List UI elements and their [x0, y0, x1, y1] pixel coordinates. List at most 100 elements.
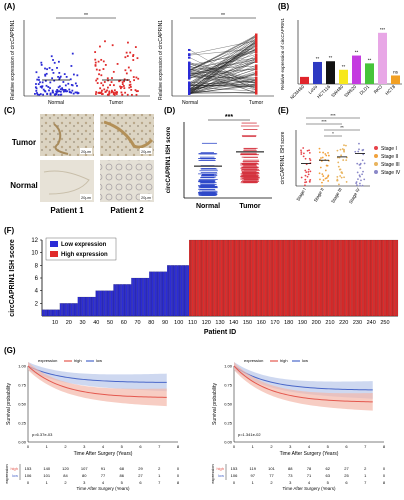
e-tick-label: Stage I — [295, 187, 306, 202]
a1-point — [129, 86, 132, 88]
a1-point — [112, 84, 115, 87]
a1-point — [46, 68, 48, 71]
f-bar — [378, 239, 381, 317]
panel-b-barchart: Relative expression of circCAPRIN1 NCM460… — [280, 17, 402, 100]
f-bar — [194, 239, 196, 317]
a2-point-normal — [188, 75, 191, 78]
f-bar — [145, 277, 147, 317]
e-point — [361, 149, 364, 152]
a2-point-normal — [188, 56, 191, 59]
a1-point — [119, 85, 122, 88]
b-tick-label: HCT116 — [316, 84, 331, 99]
panel-b-label: (B) — [278, 2, 290, 11]
a1-point — [134, 89, 137, 91]
a2-point-tumor — [255, 65, 258, 68]
a2-point-normal — [188, 54, 191, 57]
d-group-label: Tumor — [239, 203, 261, 210]
g-ylabel: Survival probability — [6, 383, 12, 425]
a1-point — [40, 85, 43, 88]
f-bar — [319, 239, 322, 317]
b-sig-label: ns — [393, 69, 399, 74]
e-point — [336, 175, 339, 178]
f-bar — [171, 265, 173, 317]
f-bar — [217, 239, 220, 317]
a2-pair-line — [189, 73, 257, 94]
e-point — [345, 181, 348, 183]
f-bar — [151, 271, 154, 317]
f-bar — [65, 303, 67, 317]
f-bar — [85, 296, 88, 317]
f-bar — [150, 271, 153, 317]
f-bar — [87, 296, 89, 317]
a2-point-tumor — [255, 51, 258, 54]
f-bar — [342, 239, 345, 317]
g-low-curve — [27, 365, 167, 383]
a1-point — [129, 83, 132, 86]
a1-point — [61, 88, 64, 91]
e-point — [307, 171, 310, 173]
a2-point-tumor — [255, 91, 258, 94]
a1-point — [102, 60, 105, 63]
a2-pair-line — [189, 35, 257, 71]
f-bar — [47, 309, 49, 317]
g-xtick-label: 0 — [233, 444, 236, 449]
b-bar — [339, 69, 348, 84]
f-bar — [290, 239, 293, 317]
a1-point — [58, 78, 61, 81]
f-bar — [305, 239, 308, 317]
a2-point-normal — [188, 62, 191, 65]
g-xtick-label: 4 — [308, 444, 311, 449]
f-xtick-label: 40 — [93, 320, 99, 326]
g-risk-high-num: 91 — [101, 466, 106, 471]
f-bar — [245, 239, 247, 317]
e-ylabel: circCAPRIN1 ISH score — [280, 131, 286, 184]
f-bar — [233, 239, 235, 317]
g-risk-xtick: 2 — [270, 480, 273, 485]
g-risk-low-num: 1 — [158, 473, 161, 478]
a1-point — [103, 88, 106, 91]
a1-point — [55, 91, 58, 94]
a2-point-tumor — [255, 67, 258, 70]
e-point — [359, 167, 362, 169]
f-bar — [68, 303, 70, 317]
g-risk-high-label: high — [216, 466, 224, 471]
a1-point — [35, 71, 38, 74]
f-bar — [285, 239, 287, 317]
a1-point — [95, 68, 98, 71]
e-legend-marker — [374, 146, 378, 150]
a1-point — [107, 93, 110, 96]
f-bar — [113, 284, 115, 317]
e-point — [359, 182, 361, 185]
g-risk-low-num: 97 — [251, 473, 256, 478]
g-high-ci-band — [28, 362, 167, 407]
f-bar — [314, 239, 316, 317]
e-point — [357, 150, 360, 153]
e-point — [325, 154, 328, 157]
f-bar — [189, 239, 191, 317]
f-bar — [281, 239, 283, 317]
a1-point — [34, 92, 36, 95]
e-point — [304, 169, 307, 172]
a1-point — [59, 75, 62, 78]
a1-point — [124, 91, 127, 94]
a1-point — [124, 56, 127, 59]
f-bar — [374, 239, 377, 317]
a2-pair-line — [189, 59, 257, 95]
f-bar — [327, 239, 330, 317]
a2-point-tumor — [255, 76, 258, 79]
b-sig-label: ** — [368, 57, 372, 62]
b-sig-label: *** — [380, 27, 386, 32]
g-risk-low-num: 25 — [344, 473, 349, 478]
a1-point — [67, 82, 70, 85]
a1-point — [52, 91, 55, 94]
f-bar — [66, 303, 69, 317]
a1-point — [76, 84, 78, 87]
a1-point — [124, 69, 127, 72]
f-bar — [73, 303, 76, 317]
f-bar — [238, 239, 240, 317]
f-bar — [286, 239, 289, 317]
f-bar — [204, 239, 206, 317]
a1-point — [106, 89, 108, 92]
g-risk-high-num: 62 — [326, 466, 331, 471]
g-risk-low-num: 73 — [288, 473, 293, 478]
